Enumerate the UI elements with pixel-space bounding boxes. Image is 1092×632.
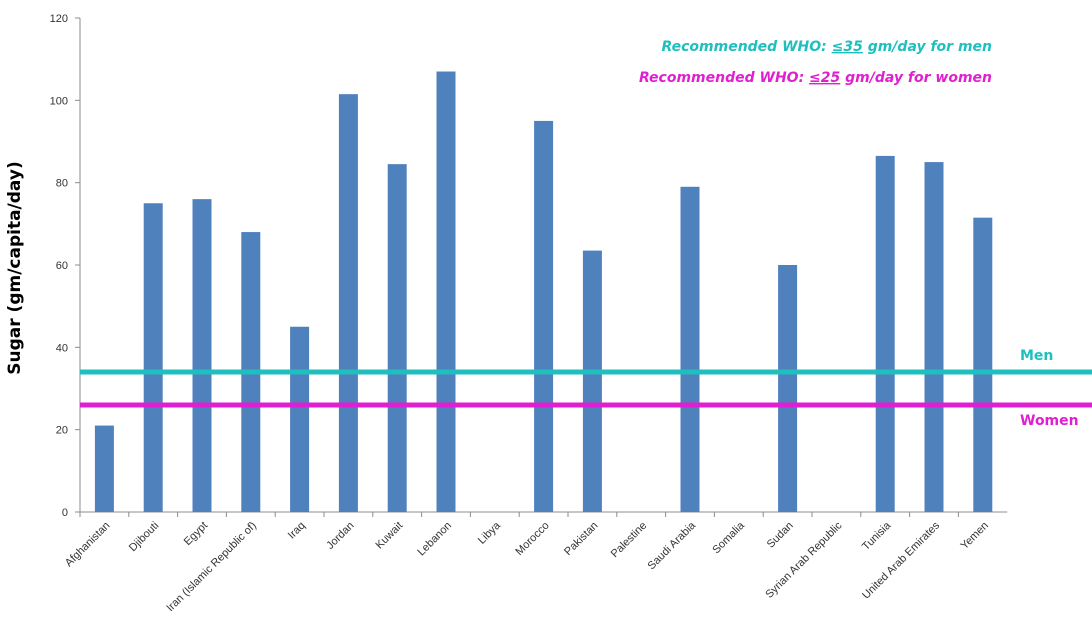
reference-label-women: Women bbox=[1020, 413, 1079, 429]
y-tick-label: 100 bbox=[50, 95, 68, 107]
reference-label-men: Men bbox=[1020, 348, 1053, 364]
x-tick-label: Egypt bbox=[182, 520, 210, 548]
annotations: Recommended WHO: ≤35 gm/day for men Recom… bbox=[639, 39, 992, 86]
bars bbox=[79, 71, 993, 517]
x-tick-label: Kuwait bbox=[373, 520, 405, 552]
bar bbox=[192, 199, 212, 512]
y-tick-label: 60 bbox=[56, 260, 68, 272]
x-tick-label: Pakistan bbox=[562, 520, 600, 558]
bar bbox=[387, 164, 407, 512]
x-tick-label: Palestine bbox=[609, 520, 649, 560]
bar bbox=[143, 203, 163, 512]
x-tick-label: Morocco bbox=[513, 520, 551, 558]
x-tick-label: Sudan bbox=[765, 520, 796, 551]
bar bbox=[924, 162, 944, 513]
x-tick-label: Yemen bbox=[959, 520, 991, 552]
x-tick-label: Iran (Islamic Republic of) bbox=[164, 520, 259, 615]
y-tick-label: 40 bbox=[56, 342, 68, 354]
bar bbox=[436, 71, 456, 513]
bar bbox=[94, 425, 114, 512]
bar bbox=[778, 265, 798, 512]
reference-lines: Men Women bbox=[80, 348, 1092, 429]
y-tick-label: 80 bbox=[56, 178, 68, 190]
x-tick-label: Jordan bbox=[324, 520, 356, 552]
bar bbox=[338, 94, 358, 513]
y-tick-label: 20 bbox=[56, 425, 68, 437]
who-recommendation-note: Recommended WHO: ≤25 gm/day for women bbox=[639, 70, 992, 86]
who-recommendation-note: Recommended WHO: ≤35 gm/day for men bbox=[662, 39, 993, 55]
x-tick-label: Lebanon bbox=[415, 520, 454, 559]
bar bbox=[973, 217, 993, 513]
x-tick-label: Tunisia bbox=[860, 519, 894, 553]
x-tick-label: Libya bbox=[476, 519, 504, 547]
x-tick-label: Somalia bbox=[710, 519, 747, 556]
bar bbox=[582, 250, 602, 512]
y-tick-label: 120 bbox=[50, 13, 68, 25]
bar bbox=[290, 326, 310, 512]
x-tick-label: Iraq bbox=[286, 520, 308, 542]
y-ticks: 0 20 40 60 80 100 120 bbox=[50, 13, 80, 519]
y-tick-label: 0 bbox=[62, 507, 68, 519]
x-tick-label: Djibouti bbox=[127, 520, 161, 554]
bar bbox=[680, 186, 700, 513]
bar bbox=[875, 155, 895, 513]
x-tick-label: Saudi Arabia bbox=[646, 519, 699, 572]
y-axis-title: Sugar (gm/capita/day) bbox=[5, 161, 25, 374]
bar bbox=[534, 120, 554, 513]
x-tick-label: Afghanistan bbox=[63, 520, 113, 570]
